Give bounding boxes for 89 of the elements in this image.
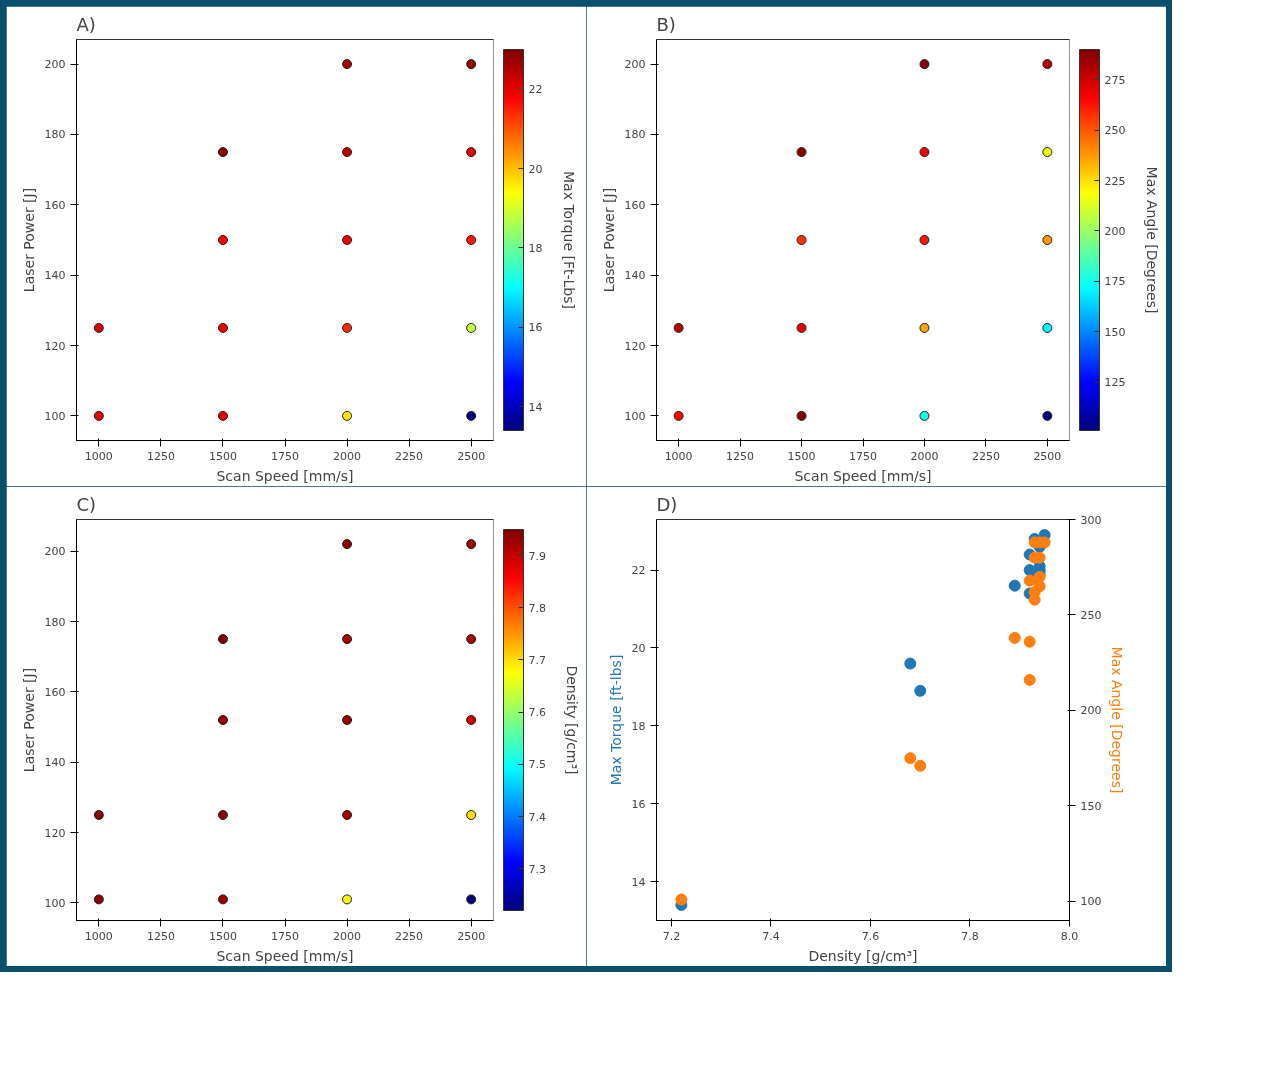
- color-bar-label: 150: [1104, 325, 1126, 339]
- color-bar-label: 275: [1104, 73, 1126, 87]
- y2-tick-label: 300: [1080, 513, 1102, 527]
- x-tick-label: 8.0: [1060, 929, 1079, 943]
- y-tick-label: 180: [624, 128, 646, 142]
- y-tick-label: 180: [44, 615, 66, 629]
- color-bar-label: 22: [528, 83, 543, 97]
- color-bar-label: 20: [528, 162, 543, 176]
- x-tick-label: 2250: [395, 449, 424, 463]
- y-tick-label: 200: [44, 58, 66, 72]
- color-bar-label: 7.8: [528, 601, 546, 615]
- y-axis-title: Laser Power [J]: [20, 187, 37, 293]
- y-tick-label: 200: [624, 58, 646, 72]
- color-bar-label: 125: [1104, 376, 1126, 390]
- color-bar-title: Density [g/cm³]: [563, 665, 580, 775]
- x-tick-label: 1000: [664, 449, 693, 463]
- y-axis-title: Max Torque [ft-lbs]: [607, 654, 624, 786]
- x-tick-label: 1500: [787, 449, 816, 463]
- y-tick-label: 120: [44, 826, 66, 840]
- y2-tick-label: 200: [1080, 704, 1102, 718]
- color-bar-label: 7.3: [528, 862, 546, 876]
- y-tick-label: 100: [44, 409, 66, 423]
- y-axis-title: Laser Power [J]: [600, 187, 617, 293]
- y-tick-label: 120: [44, 339, 66, 353]
- y-tick-label: 140: [44, 756, 66, 770]
- y-tick-label: 22: [631, 564, 646, 578]
- color-bar-label: 7.9: [528, 549, 546, 563]
- y-tick-label: 18: [631, 719, 646, 733]
- x-tick-label: 7.6: [861, 929, 880, 943]
- x-axis-title: Scan Speed [mm/s]: [216, 467, 354, 484]
- x-tick-label: 1250: [726, 449, 755, 463]
- color-bar-label: 175: [1104, 275, 1126, 289]
- x-tick-label: 2500: [1033, 449, 1062, 463]
- x-tick-label: 2000: [333, 449, 362, 463]
- y2-tick-label: 150: [1080, 799, 1102, 813]
- x-axis-title: Scan Speed [mm/s]: [794, 467, 932, 484]
- x-tick-label: 2000: [910, 449, 939, 463]
- y-tick-label: 16: [631, 797, 646, 811]
- x-tick-label: 1000: [84, 449, 113, 463]
- chart-title: B): [656, 13, 676, 35]
- y-tick-label: 14: [631, 875, 646, 889]
- y2-tick-label: 250: [1080, 608, 1102, 622]
- y-axis-title: Laser Power [J]: [20, 667, 37, 773]
- x-tick-label: 2250: [971, 449, 1000, 463]
- color-bar-label: 16: [528, 321, 543, 335]
- y-tick-label: 140: [44, 269, 66, 283]
- x-axis-title: Scan Speed [mm/s]: [216, 947, 354, 964]
- y-tick-label: 200: [44, 545, 66, 559]
- y-tick-label: 160: [44, 685, 66, 699]
- color-bar-label: 250: [1104, 124, 1126, 138]
- chart-title: C): [76, 493, 97, 515]
- color-bar-label: 7.7: [528, 653, 546, 667]
- color-bar-title: Max Angle [Degrees]: [1143, 166, 1160, 314]
- x-tick-label: 7.8: [961, 929, 979, 943]
- color-bar-label: 18: [528, 241, 543, 255]
- color-bar-label: 7.6: [528, 706, 546, 720]
- x-tick-label: 1750: [271, 449, 299, 463]
- y-tick-label: 20: [631, 641, 646, 655]
- x-tick-label: 1250: [146, 929, 175, 943]
- color-bar-label: 7.5: [528, 758, 546, 772]
- x-tick-label: 1750: [849, 449, 877, 463]
- x-tick-label: 7.2: [662, 929, 681, 943]
- y-tick-label: 180: [44, 128, 66, 142]
- x-tick-label: 7.4: [762, 929, 780, 943]
- x-axis-title: Density [g/cm³]: [808, 947, 918, 964]
- chart-title: A): [76, 13, 96, 35]
- color-bar-title: Max Torque [Ft-Lbs]: [560, 171, 577, 309]
- y-tick-label: 160: [624, 198, 646, 212]
- color-bar-label: 225: [1104, 174, 1126, 188]
- x-tick-label: 1000: [84, 929, 113, 943]
- y2-tick-label: 100: [1080, 895, 1102, 909]
- x-tick-label: 2500: [457, 929, 486, 943]
- x-tick-label: 1750: [271, 929, 299, 943]
- y-tick-label: 100: [624, 409, 646, 423]
- y2-axis-title: Max Angle [Degrees]: [1109, 646, 1126, 794]
- x-tick-label: 1500: [208, 929, 237, 943]
- x-tick-label: 2500: [457, 449, 486, 463]
- color-bar-label: 14: [528, 400, 543, 414]
- y-tick-label: 120: [624, 339, 646, 353]
- x-tick-label: 1250: [146, 449, 175, 463]
- x-tick-label: 2250: [395, 929, 424, 943]
- x-tick-label: 2000: [333, 929, 362, 943]
- color-bar-label: 7.4: [528, 810, 546, 824]
- x-tick-label: 1500: [208, 449, 237, 463]
- y-tick-label: 160: [44, 198, 66, 212]
- y-tick-label: 140: [624, 269, 646, 283]
- y-tick-label: 100: [44, 896, 66, 910]
- chart-title: D): [656, 493, 678, 515]
- color-bar-label: 200: [1104, 224, 1126, 238]
